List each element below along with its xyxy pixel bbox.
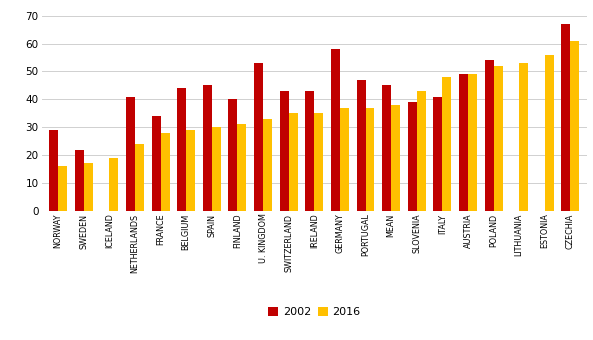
Bar <box>391 105 400 211</box>
Bar <box>459 74 468 211</box>
Bar <box>382 85 391 211</box>
Bar <box>442 77 451 211</box>
Bar <box>433 97 442 211</box>
Bar <box>356 80 365 211</box>
Bar <box>109 158 119 211</box>
Bar <box>331 49 340 211</box>
Bar <box>186 130 195 211</box>
Bar <box>417 91 426 211</box>
Bar <box>84 164 93 211</box>
Bar <box>408 102 417 211</box>
Bar <box>75 150 84 211</box>
Bar <box>305 91 314 211</box>
Bar <box>228 99 237 211</box>
Bar <box>135 144 144 211</box>
Bar <box>177 88 186 211</box>
Bar <box>340 108 349 211</box>
Bar <box>289 113 298 211</box>
Bar <box>58 166 67 211</box>
Bar <box>212 127 221 211</box>
Bar <box>365 108 375 211</box>
Bar <box>545 55 554 211</box>
Bar <box>263 119 272 211</box>
Bar <box>314 113 323 211</box>
Bar <box>562 24 570 211</box>
Bar <box>126 97 135 211</box>
Bar <box>161 133 170 211</box>
Bar <box>484 61 493 211</box>
Bar <box>280 91 289 211</box>
Bar <box>468 74 477 211</box>
Bar <box>493 66 502 211</box>
Legend: 2002, 2016: 2002, 2016 <box>264 302 365 322</box>
Bar <box>519 63 528 211</box>
Bar <box>49 130 58 211</box>
Bar <box>237 124 247 211</box>
Bar <box>254 63 263 211</box>
Bar <box>152 116 161 211</box>
Bar <box>203 85 212 211</box>
Bar <box>570 41 579 211</box>
